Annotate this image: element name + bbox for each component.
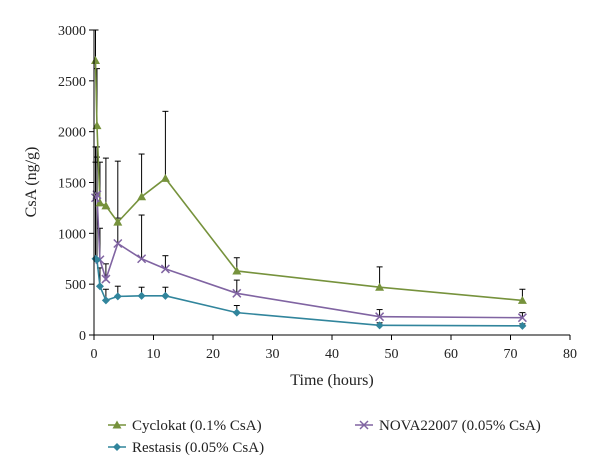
legend-label: Restasis (0.05% CsA): [132, 440, 264, 456]
triangle-marker: [160, 173, 170, 182]
diamond-marker: [137, 291, 146, 300]
triangle-marker: [517, 295, 527, 304]
series-line: [94, 194, 523, 319]
series-markers: [90, 56, 527, 330]
diamond-marker: [101, 296, 110, 305]
diamond-marker: [113, 292, 122, 301]
series-line: [94, 60, 523, 302]
diamond-marker: [95, 282, 104, 291]
x-marker-stroke: [517, 313, 527, 323]
y-axis-ticks: 0 500 1000 1500 2000 2500 3000: [58, 24, 94, 344]
x-marker: [232, 288, 242, 298]
triangle-marker: [95, 198, 105, 207]
x-tick-label: 60: [444, 347, 458, 362]
y-tick-label: 2000: [58, 126, 86, 141]
x-marker: [517, 313, 527, 323]
triangle-marker: [113, 217, 123, 226]
triangle-marker: [90, 56, 100, 64]
y-axis-title: CsA (ng/g): [23, 147, 40, 218]
x-marker: [137, 254, 147, 264]
diamond-marker: [92, 255, 101, 264]
plot-area: [90, 29, 527, 330]
x-marker: [101, 274, 111, 284]
x-tick-label: 70: [504, 347, 518, 362]
diamond-marker: [232, 308, 241, 317]
x-axis-title: Time (hours): [290, 372, 373, 389]
triangle-marker: [92, 121, 102, 130]
legend-label: NOVA22007 (0.05% CsA): [379, 418, 541, 434]
x-tick-label: 20: [206, 347, 220, 362]
triangle-marker: [101, 201, 111, 210]
x-axis-ticks: 0 10 20 30 40 50 60 70 80: [91, 335, 577, 362]
x-marker: [359, 420, 369, 430]
y-tick-label: 500: [65, 278, 86, 293]
x-tick-label: 40: [325, 347, 339, 362]
y-tick-label: 1000: [58, 227, 86, 242]
series-line: [95, 258, 523, 327]
x-marker-stroke: [137, 254, 147, 264]
x-marker-stroke: [160, 264, 170, 274]
x-marker-stroke: [101, 274, 111, 284]
x-marker-stroke: [232, 288, 242, 298]
diamond-marker: [113, 443, 121, 451]
y-tick-label: 1500: [58, 177, 86, 192]
legend-label: Cyclokat (0.1% CsA): [132, 418, 262, 434]
x-tick-label: 50: [385, 347, 399, 362]
x-tick-label: 0: [91, 347, 98, 362]
triangle-marker: [232, 266, 242, 275]
legend-item: Restasis (0.05% CsA): [108, 440, 264, 456]
x-tick-label: 30: [266, 347, 280, 362]
y-tick-label: 0: [79, 329, 86, 344]
y-tick-label: 2500: [58, 75, 86, 90]
x-marker-stroke: [113, 238, 123, 249]
diamond-marker: [518, 321, 527, 330]
x-marker: [375, 312, 385, 322]
series-lines: [94, 60, 523, 327]
error-bars: [92, 29, 526, 326]
x-tick-label: 10: [147, 347, 161, 362]
legend-item: NOVA22007 (0.05% CsA): [355, 418, 541, 434]
x-marker-stroke: [359, 420, 369, 430]
x-marker-stroke: [375, 312, 385, 322]
diamond-marker: [375, 321, 384, 330]
x-tick-label: 80: [563, 347, 577, 362]
diamond-marker: [161, 291, 170, 300]
legend: Cyclokat (0.1% CsA) NOVA22007 (0.05% CsA)…: [108, 418, 541, 456]
legend-item: Cyclokat (0.1% CsA): [108, 418, 262, 434]
triangle-marker: [112, 420, 122, 429]
triangle-marker: [137, 192, 147, 201]
x-marker: [113, 238, 123, 249]
triangle-marker: [375, 282, 385, 291]
y-tick-label: 3000: [58, 24, 86, 39]
x-marker: [160, 264, 170, 274]
